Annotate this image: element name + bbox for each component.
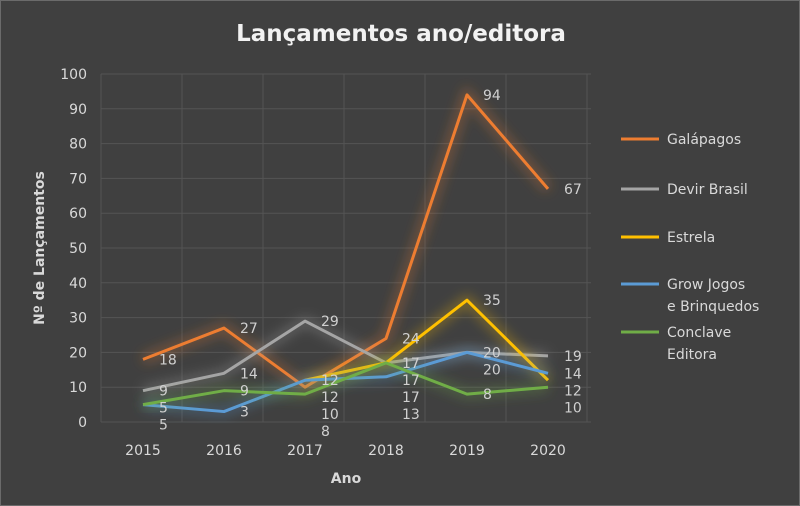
x-tick-label: 2016: [206, 443, 242, 459]
y-tick-label: 10: [69, 380, 87, 396]
data-label: 24: [402, 331, 420, 347]
data-label: 12: [321, 390, 339, 406]
series-line-conclave-editora: [142, 361, 549, 407]
data-label: 10: [564, 400, 582, 416]
series-line-estrela: [304, 298, 550, 382]
data-label: 20: [483, 345, 501, 361]
data-label: 17: [402, 373, 420, 389]
y-tick-label: 30: [69, 311, 87, 327]
data-label: 20: [483, 362, 501, 378]
y-tick-label: 90: [69, 102, 87, 118]
y-tick-label: 70: [69, 171, 87, 187]
data-label: 5: [159, 418, 168, 434]
data-label: 9: [159, 384, 168, 400]
data-label: 27: [240, 321, 258, 337]
x-tick-label: 2015: [125, 443, 161, 459]
data-label: 8: [321, 424, 330, 440]
x-tick-label: 2018: [368, 443, 404, 459]
legend-label: Grow Jogos: [667, 277, 745, 293]
data-label: 12: [564, 383, 582, 399]
x-tick-label: 2017: [287, 443, 323, 459]
data-label: 17: [402, 390, 420, 406]
data-label: 5: [159, 401, 168, 417]
x-tick-label: 2019: [449, 443, 485, 459]
legend-label: Editora: [667, 347, 717, 363]
y-axis-label: Nº de Lançamentos: [32, 171, 48, 325]
y-tick-label: 20: [69, 345, 87, 361]
y-tick-label: 100: [60, 67, 87, 83]
chart-title: Lançamentos ano/editora: [236, 21, 566, 47]
data-label: 10: [321, 407, 339, 423]
legend-label: Devir Brasil: [667, 182, 748, 198]
data-label: 12: [321, 373, 339, 389]
data-label: 18: [159, 352, 177, 368]
x-axis-label: Ano: [331, 471, 362, 487]
data-label: 94: [483, 88, 501, 104]
legend-label: Galápagos: [667, 132, 741, 148]
legend-label: Estrela: [667, 230, 715, 246]
data-label: 29: [321, 314, 339, 330]
data-label: 14: [564, 366, 582, 382]
y-tick-label: 80: [69, 137, 87, 153]
data-label: 9: [240, 384, 249, 400]
data-label: 8: [483, 387, 492, 403]
data-label: 19: [564, 349, 582, 365]
x-tick-label: 2020: [530, 443, 566, 459]
data-label: 17: [402, 356, 420, 372]
data-label: 35: [483, 293, 501, 309]
data-label: 14: [240, 366, 258, 382]
legend-label: e Brinquedos: [667, 299, 759, 315]
data-label: 13: [402, 407, 420, 423]
legend-label: Conclave: [667, 325, 731, 341]
y-tick-label: 40: [69, 276, 87, 292]
data-label: 67: [564, 182, 582, 198]
y-tick-label: 50: [69, 241, 87, 257]
series-line-galápagos: [142, 93, 550, 389]
data-label: 3: [240, 405, 249, 421]
y-tick-label: 0: [78, 415, 87, 431]
y-tick-label: 60: [69, 206, 87, 222]
